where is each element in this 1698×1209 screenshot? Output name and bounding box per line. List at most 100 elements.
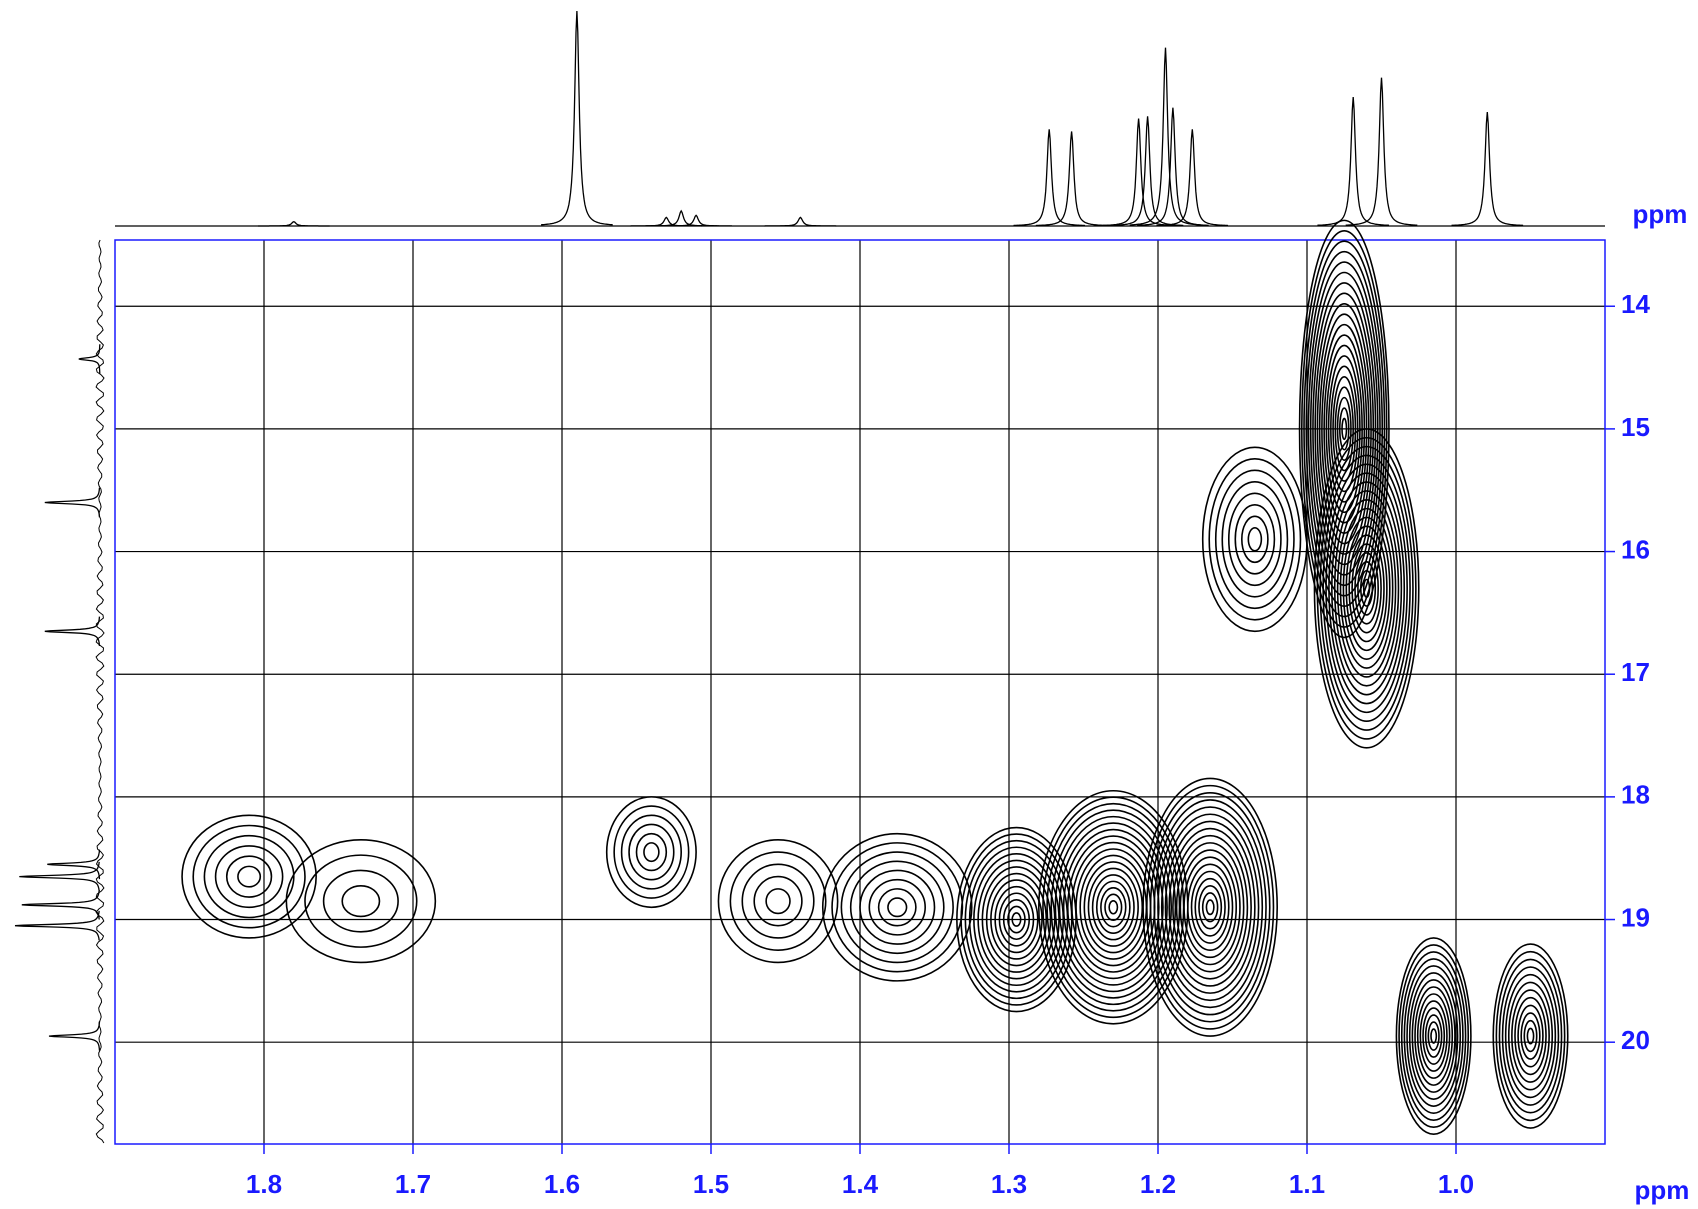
contour-level xyxy=(1309,271,1379,587)
contour-level xyxy=(1175,842,1245,973)
contour-level xyxy=(1201,892,1219,923)
contour-level xyxy=(1357,560,1377,616)
contour-level xyxy=(1354,552,1379,625)
x-tick-label: 1.7 xyxy=(395,1169,431,1199)
contour-level xyxy=(1208,457,1302,621)
contour-level xyxy=(1345,525,1388,652)
contour-level xyxy=(620,814,683,890)
contour-level xyxy=(1172,834,1249,980)
projection-peak xyxy=(660,214,732,227)
projection-peak xyxy=(1013,129,1086,227)
contour-level xyxy=(1338,407,1350,451)
contour-level xyxy=(1427,1021,1440,1051)
contour-level xyxy=(1142,777,1278,1037)
contour-level xyxy=(977,859,1056,980)
y-tick-label: 16 xyxy=(1621,534,1650,564)
contour-level xyxy=(1201,446,1308,633)
y-tick-label: 14 xyxy=(1621,289,1650,319)
plot-frame xyxy=(114,239,1606,1145)
contour-level xyxy=(1362,578,1371,599)
contour-level xyxy=(1234,503,1276,575)
contour-level xyxy=(635,832,668,872)
y-tick-label: 15 xyxy=(1621,412,1650,442)
contour-level xyxy=(821,832,973,982)
contour-level xyxy=(1050,809,1177,1006)
projection-peak xyxy=(1102,118,1175,227)
contour-level xyxy=(1149,791,1271,1023)
contour-level xyxy=(1336,396,1352,461)
contour-level xyxy=(605,796,697,909)
contour-level xyxy=(1514,996,1547,1076)
contour-level xyxy=(1079,854,1148,960)
contour-level xyxy=(1303,240,1386,618)
contour-level xyxy=(887,897,908,918)
contour-level xyxy=(1511,989,1550,1083)
projection-baseline xyxy=(95,239,105,1144)
projection-peak xyxy=(47,849,101,880)
contour-level xyxy=(1360,569,1374,607)
contour-level xyxy=(1411,979,1456,1093)
contour-level xyxy=(1395,937,1472,1135)
contour-level xyxy=(1160,813,1260,1002)
projection-peak xyxy=(630,216,703,227)
contour-level xyxy=(1504,973,1557,1099)
contour-level xyxy=(1341,417,1348,441)
contour-level xyxy=(1046,802,1181,1012)
x-tick-label: 1.4 xyxy=(842,1169,879,1199)
contour-level xyxy=(1330,365,1359,493)
contour-level xyxy=(998,892,1035,947)
contour-level xyxy=(1319,445,1414,731)
projection-peak xyxy=(1156,129,1229,227)
y-tick-label: 20 xyxy=(1621,1025,1650,1055)
contour-level xyxy=(964,839,1069,1000)
y-tick-label: 19 xyxy=(1621,902,1650,932)
contour-level xyxy=(1146,784,1275,1030)
projection-peak xyxy=(258,220,330,227)
projection-peak xyxy=(1345,77,1418,226)
contour-level xyxy=(1214,469,1295,610)
contour-level xyxy=(753,875,803,927)
contour-level xyxy=(1332,375,1357,482)
contour-level xyxy=(1087,867,1139,947)
contour-level xyxy=(765,888,791,915)
contour-level xyxy=(1095,880,1131,934)
contour-level xyxy=(1157,806,1264,1009)
contour-level xyxy=(1083,861,1144,954)
contour-level xyxy=(994,885,1039,954)
contour-level xyxy=(981,866,1052,973)
contour-level xyxy=(1164,820,1256,994)
x-tick-label: 1.6 xyxy=(544,1169,580,1199)
contour-level xyxy=(628,823,675,881)
contour-level xyxy=(1313,428,1420,749)
contour-level xyxy=(1342,516,1391,661)
contour-level xyxy=(868,878,926,936)
contour-level xyxy=(285,839,437,964)
contour-level xyxy=(1416,993,1451,1079)
contour-level xyxy=(1091,874,1135,941)
projection-peak xyxy=(48,1021,101,1051)
projection-peak xyxy=(44,487,101,518)
contour-level xyxy=(1498,958,1563,1114)
contour-level xyxy=(1422,1007,1446,1065)
contour-level xyxy=(1327,355,1361,503)
contour-level xyxy=(341,885,381,918)
y-axis-label: ppm xyxy=(1633,199,1688,229)
contour-level xyxy=(192,824,306,929)
contour-level xyxy=(1523,1019,1538,1053)
contour-level xyxy=(1520,1012,1541,1060)
contour-level xyxy=(1153,799,1267,1016)
projection-peak xyxy=(1317,96,1390,226)
contour-level xyxy=(729,851,827,951)
contour-level xyxy=(1194,877,1226,937)
y-tick-label: 18 xyxy=(1621,780,1650,810)
contour-level xyxy=(1419,1000,1448,1072)
contour-level xyxy=(1058,822,1168,993)
y-tick-label: 17 xyxy=(1621,657,1650,687)
contour-level xyxy=(985,872,1048,967)
contour-level xyxy=(214,845,284,909)
contour-level xyxy=(1414,986,1454,1086)
projection-peak xyxy=(19,861,100,892)
contour-level xyxy=(1075,848,1152,967)
contour-level xyxy=(1190,870,1230,944)
contour-level xyxy=(1336,498,1397,678)
